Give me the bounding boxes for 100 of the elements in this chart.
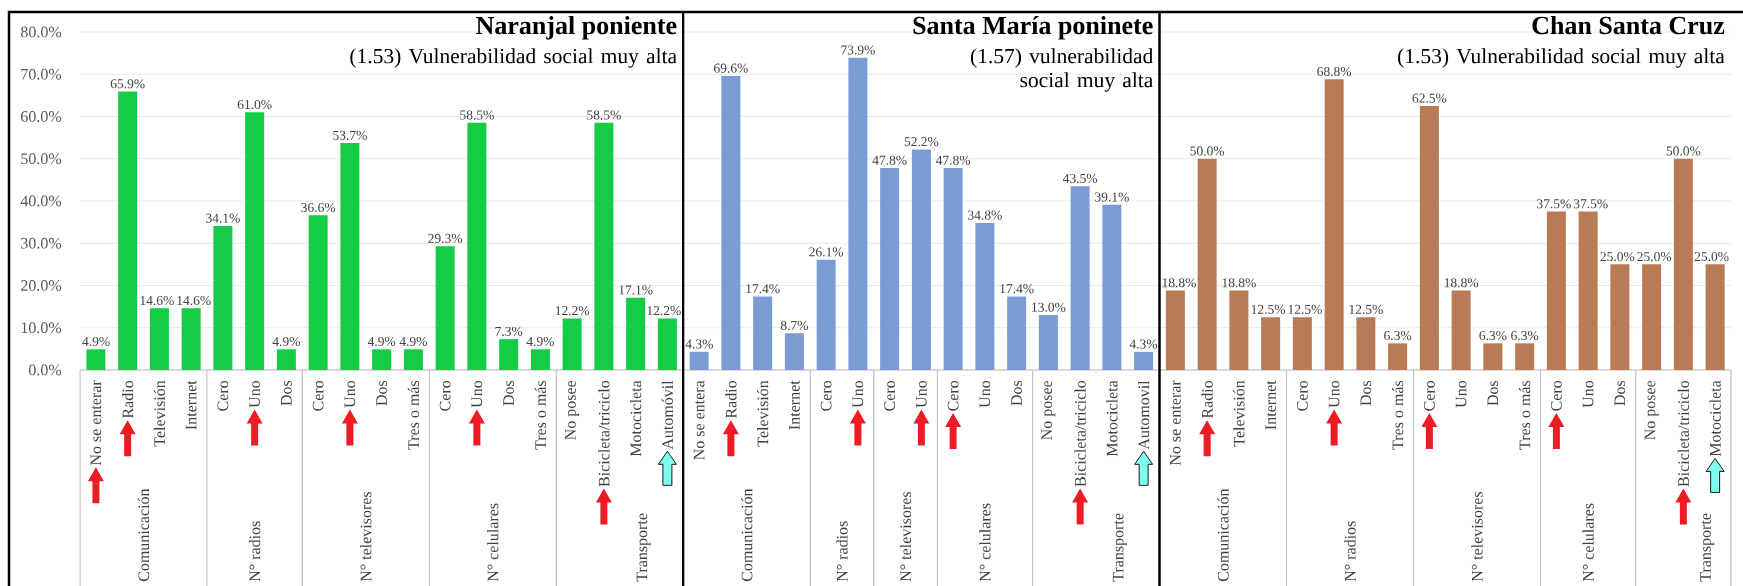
bar — [435, 246, 455, 370]
data-label: 12.5% — [1288, 304, 1322, 314]
data-label: 12.2% — [647, 306, 681, 316]
bar — [1292, 317, 1312, 370]
x-tick-label: Uno — [1455, 380, 1467, 408]
x-tick-label: Cero — [820, 380, 832, 411]
x-tick-label: Internet — [1265, 380, 1276, 430]
x-tick-label: Dos — [1011, 380, 1022, 406]
text: (1.57) vulnerabilidad social muy alta — [970, 48, 1154, 92]
data-label: 6.3% — [1511, 331, 1539, 341]
data-label: 12.2% — [555, 306, 590, 316]
x-tick-label: Cero — [1424, 380, 1435, 411]
x-tick-label: Cero — [947, 380, 959, 411]
bar — [975, 222, 995, 370]
text: N° televisores — [360, 491, 372, 582]
bar — [118, 91, 138, 370]
x-tick-label: Automóvil — [661, 380, 674, 450]
bar — [626, 297, 646, 370]
bar — [1038, 315, 1058, 370]
x-tick-label: Televisión — [153, 380, 166, 447]
bar — [245, 112, 265, 370]
data-label: 4.9% — [399, 336, 427, 347]
bar — [594, 122, 614, 370]
bar — [1705, 264, 1725, 370]
x-tick-label: Cero — [217, 380, 229, 411]
text: N° radios — [1344, 521, 1356, 582]
x-tick-label: Internet — [185, 380, 197, 430]
x-tick-label: Cero — [1551, 380, 1562, 411]
data-label: 8.7% — [780, 320, 808, 331]
text: N° celulares — [1582, 503, 1594, 582]
bar — [880, 168, 900, 370]
x-tick-label: Dos — [503, 380, 514, 406]
data-label: 14.6% — [177, 295, 211, 306]
bar — [943, 168, 963, 370]
x-tick-label: Uno — [249, 380, 260, 408]
data-label: 68.8% — [1317, 66, 1352, 77]
text: Comunicación — [741, 488, 753, 582]
data-label: 58.5% — [587, 110, 621, 120]
bar — [181, 308, 201, 370]
x-tick-label: Tres o más — [1391, 380, 1404, 450]
bar — [1610, 264, 1630, 370]
data-label: 25.0% — [1694, 251, 1729, 262]
x-tick-label: Dos — [376, 380, 387, 406]
data-label: 6.3% — [1384, 331, 1412, 341]
y-tick-label: 0.0% — [28, 364, 62, 376]
y-tick-label: 80.0% — [20, 26, 62, 38]
text: N° radios — [249, 521, 261, 582]
x-tick-label: Uno — [852, 380, 864, 408]
text: N° celulares — [487, 503, 499, 582]
bar — [1165, 290, 1185, 370]
x-tick-label: No se enterar — [90, 380, 102, 466]
data-label: 34.8% — [968, 210, 1002, 220]
data-label: 17.4% — [1000, 284, 1034, 294]
bar — [1483, 343, 1503, 370]
data-label: 18.8% — [1162, 278, 1196, 288]
x-tick-label: Automovil — [1138, 380, 1150, 450]
bar — [689, 351, 709, 370]
x-tick-label: Cero — [312, 380, 324, 411]
data-label: 53.7% — [333, 130, 367, 140]
x-tick-label: No posee — [565, 380, 580, 440]
x-tick-label: Cero — [884, 380, 896, 411]
x-tick-label: Radio — [725, 380, 737, 419]
data-label: 4.9% — [82, 336, 110, 347]
data-label: 6.3% — [1479, 331, 1507, 341]
y-tick-label: 70.0% — [21, 68, 62, 80]
x-tick-label: Uno — [979, 380, 991, 408]
y-tick-label: 50.0% — [21, 153, 62, 165]
y-tick-label: 40.0% — [20, 195, 62, 207]
bar — [1324, 79, 1344, 370]
data-label: 37.5% — [1573, 199, 1608, 209]
data-label: 61.0% — [237, 99, 272, 110]
data-label: 58.5% — [460, 110, 494, 120]
bar — [1515, 343, 1535, 370]
data-label: 17.1% — [619, 285, 653, 295]
bar — [213, 225, 233, 370]
bar — [911, 149, 931, 370]
text: (1.53) Vulnerabilidad social muy alta — [1398, 48, 1725, 68]
x-tick-label: Dos — [1614, 380, 1626, 406]
data-label: 39.1% — [1095, 192, 1129, 202]
bar — [1229, 290, 1249, 370]
bar — [340, 143, 360, 370]
x-tick-label: Uno — [916, 380, 927, 408]
data-label: 18.8% — [1444, 278, 1479, 288]
y-tick-label: 10.0% — [21, 322, 62, 334]
bar — [562, 318, 582, 370]
x-tick-label: Cero — [439, 380, 451, 411]
data-label: 62.5% — [1412, 93, 1447, 103]
x-tick-label: No se enterar — [1170, 380, 1181, 466]
y-tick-label: 60.0% — [21, 111, 62, 122]
data-label: 4.9% — [367, 336, 396, 347]
data-label: 14.6% — [140, 295, 174, 306]
bar — [149, 308, 169, 370]
x-tick-label: Bicicleta/triciclo — [1677, 380, 1689, 487]
x-tick-label: Radio — [122, 380, 134, 419]
data-label: 47.8% — [935, 155, 971, 165]
bar — [816, 259, 836, 370]
x-tick-label: Uno — [1582, 380, 1594, 408]
x-tick-label: Tres o más — [407, 380, 420, 450]
text: N° televisores — [899, 492, 912, 582]
bar — [753, 296, 773, 370]
